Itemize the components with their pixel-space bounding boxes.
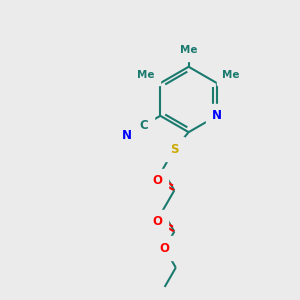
Text: N: N [122,129,132,142]
Text: Me: Me [137,70,155,80]
Text: O: O [160,242,170,255]
Text: S: S [170,143,178,156]
Text: Me: Me [180,45,197,56]
Text: Me: Me [222,70,240,80]
Text: C: C [139,119,148,132]
Text: O: O [153,174,163,187]
Text: O: O [153,215,163,229]
Text: N: N [212,109,222,122]
